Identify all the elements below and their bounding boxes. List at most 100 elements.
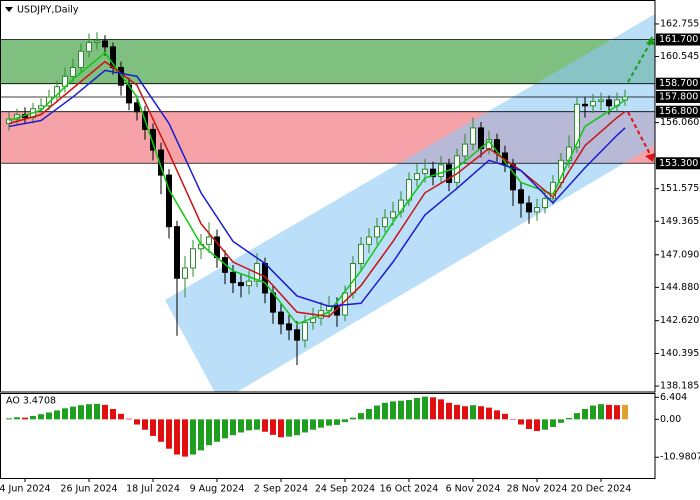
ao-bar bbox=[502, 413, 508, 420]
ao-bar bbox=[246, 419, 252, 431]
candle-body bbox=[414, 173, 420, 180]
ao-bar bbox=[366, 409, 372, 420]
ao-bar bbox=[302, 419, 308, 433]
level-label-box bbox=[656, 105, 700, 118]
ao-bar bbox=[478, 406, 484, 420]
ao-bar bbox=[238, 419, 244, 433]
ao-bar bbox=[518, 419, 524, 425]
level-label-box bbox=[656, 77, 700, 90]
x-tick-label: 18 Jul 2024 bbox=[126, 484, 180, 495]
ao-bar bbox=[70, 406, 76, 420]
ao-bar bbox=[342, 419, 348, 423]
ao-bar bbox=[462, 406, 468, 420]
candle-body bbox=[390, 211, 396, 219]
candle-body bbox=[430, 168, 436, 178]
candle-body bbox=[446, 164, 452, 183]
candle-body bbox=[78, 50, 84, 68]
ao-bar bbox=[406, 400, 412, 420]
ao-bar bbox=[310, 419, 316, 430]
axes: 162.755 160.545 156.060 151.575 149.365 147.0… bbox=[0, 18, 700, 495]
bear-arrow bbox=[627, 111, 653, 159]
candle-body bbox=[302, 321, 308, 341]
candle-body bbox=[374, 226, 380, 238]
ao-bar bbox=[22, 417, 28, 420]
ao-bar bbox=[486, 407, 492, 420]
ao-bar bbox=[614, 405, 620, 420]
ao-bar bbox=[110, 409, 116, 420]
ao-panel bbox=[6, 396, 628, 457]
ao-bar bbox=[198, 419, 204, 451]
level-label-box bbox=[656, 33, 700, 46]
ao-bar bbox=[390, 401, 396, 420]
ao-frame bbox=[0, 393, 656, 479]
ao-bar bbox=[206, 419, 212, 446]
ao-bar bbox=[534, 419, 540, 432]
level-label-box bbox=[656, 90, 700, 103]
ao-bar bbox=[382, 402, 388, 420]
moving-average bbox=[8, 60, 626, 318]
chart-title: USDJPY,Daily bbox=[17, 5, 79, 16]
ao-tick-label: 6.404 bbox=[660, 392, 687, 403]
ao-bar bbox=[494, 410, 500, 420]
candle-body bbox=[102, 40, 108, 48]
ao-bar bbox=[182, 419, 188, 457]
ao-bar bbox=[46, 412, 52, 420]
candle-body bbox=[174, 226, 180, 279]
candle-body bbox=[134, 102, 140, 113]
ao-bar bbox=[94, 403, 100, 420]
ao-bar bbox=[374, 405, 380, 420]
price-overlay bbox=[0, 32, 655, 366]
ao-bar bbox=[622, 404, 628, 420]
candle-body bbox=[182, 267, 188, 279]
ao-bar bbox=[262, 419, 268, 432]
candle-body bbox=[190, 248, 196, 269]
ao-bar bbox=[430, 397, 436, 420]
x-tick-label: 6 Nov 2024 bbox=[446, 484, 501, 495]
ao-bar bbox=[558, 419, 564, 423]
ao-bar bbox=[134, 419, 140, 425]
candle-body bbox=[598, 99, 604, 102]
ao-bar bbox=[222, 419, 228, 439]
ao-bar bbox=[550, 419, 556, 427]
menu-triangle bbox=[5, 7, 13, 12]
bull-arrow-head bbox=[646, 36, 655, 45]
ao-bar bbox=[294, 419, 300, 436]
candle-body bbox=[118, 66, 124, 86]
candle-body bbox=[238, 282, 244, 287]
y-tick-label: 160.545 bbox=[660, 51, 699, 62]
candle-body bbox=[358, 243, 364, 264]
ao-bar bbox=[190, 419, 196, 455]
ao-bar bbox=[270, 419, 276, 435]
level-label: 158.700 bbox=[659, 78, 698, 89]
y-tick-label: 142.620 bbox=[660, 315, 699, 326]
ao-bar bbox=[526, 419, 532, 430]
price-frame bbox=[0, 0, 656, 393]
candle-body bbox=[574, 103, 580, 148]
x-tick-label: 2 Sep 2024 bbox=[254, 484, 308, 495]
candle-body bbox=[286, 323, 292, 331]
y-tick-label: 140.395 bbox=[660, 348, 699, 359]
y-tick-label: 162.755 bbox=[660, 18, 699, 29]
moving-average bbox=[8, 69, 626, 307]
ao-bar bbox=[62, 408, 68, 420]
ao-bar bbox=[566, 417, 572, 420]
candle-body bbox=[150, 128, 156, 151]
ao-bar bbox=[254, 419, 260, 430]
ao-bar bbox=[398, 400, 404, 420]
ao-bar bbox=[574, 413, 580, 420]
y-tick-label: 149.365 bbox=[660, 216, 699, 227]
ao-bar bbox=[582, 409, 588, 420]
ao-bar bbox=[230, 419, 236, 436]
ao-bar bbox=[126, 418, 132, 420]
ao-bar bbox=[38, 414, 44, 420]
candle-body bbox=[558, 159, 564, 183]
ao-bar bbox=[446, 402, 452, 420]
ao-bar bbox=[166, 419, 172, 449]
level-label: 153.300 bbox=[659, 158, 698, 169]
y-tick-label: 144.880 bbox=[660, 282, 699, 293]
ao-bar bbox=[470, 405, 476, 420]
x-tick-label: 20 Dec 2024 bbox=[571, 484, 632, 495]
candle-body bbox=[462, 143, 468, 157]
y-tick-label: 156.060 bbox=[660, 117, 699, 128]
